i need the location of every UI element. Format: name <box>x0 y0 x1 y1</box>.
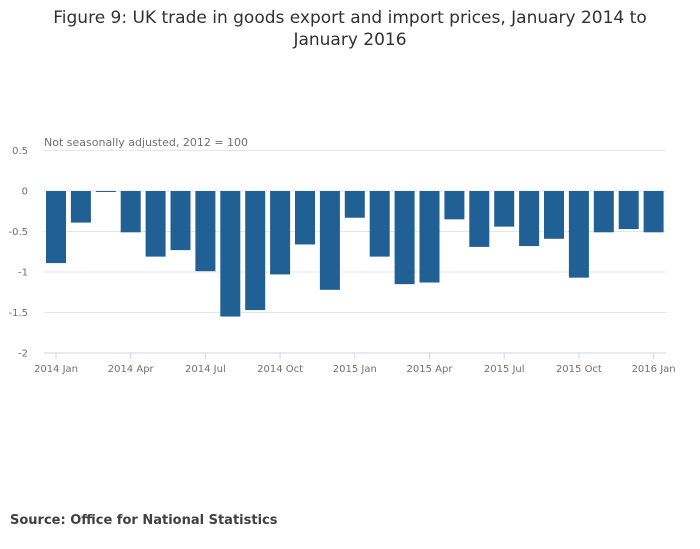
y-tick-label: -1 <box>18 268 28 279</box>
bar <box>70 191 91 223</box>
bar <box>469 191 490 247</box>
bar <box>295 191 315 245</box>
y-tick-label: -1.5 <box>8 308 28 319</box>
bar <box>120 191 141 233</box>
chart-title-line-1: Figure 9: UK trade in goods export and i… <box>53 8 647 28</box>
x-tick-label: 2015 Jan <box>333 364 377 375</box>
bar <box>544 191 564 239</box>
bar <box>419 191 440 283</box>
bar <box>319 191 340 290</box>
bar <box>369 191 390 257</box>
x-tick-label: 2014 Oct <box>257 364 303 375</box>
y-tick-label: -0.5 <box>8 227 28 238</box>
bar <box>394 191 415 285</box>
source-note: Source: Office for National Statistics <box>10 513 278 528</box>
bar <box>568 191 589 278</box>
chart-title: Figure 9: UK trade in goods export and i… <box>0 7 700 51</box>
bar <box>643 191 664 233</box>
x-tick-label: 2014 Jul <box>185 364 226 375</box>
x-tick-label: 2016 Jan <box>632 364 676 375</box>
y-tick-label: 0.5 <box>12 146 28 157</box>
bar <box>170 191 191 251</box>
chart-subtitle: Not seasonally adjusted, 2012 = 100 <box>44 136 249 149</box>
bar <box>195 191 216 272</box>
bar <box>618 191 639 230</box>
y-tick-label: -2 <box>18 349 28 360</box>
x-tick-label: 2015 Oct <box>556 364 602 375</box>
bar <box>220 191 241 317</box>
bar <box>344 191 365 218</box>
bar <box>46 191 66 264</box>
chart-title-line-2: January 2016 <box>293 30 407 50</box>
bar <box>494 191 515 227</box>
bar <box>593 191 614 233</box>
y-tick-label: 0 <box>22 187 28 198</box>
bar <box>145 191 166 257</box>
x-tick-label: 2015 Jul <box>484 364 525 375</box>
x-tick-label: 2014 Apr <box>108 364 155 375</box>
bar <box>444 191 465 220</box>
bar <box>95 191 116 192</box>
bar <box>245 191 266 311</box>
x-tick-label: 2014 Jan <box>34 364 78 375</box>
bar <box>519 191 540 247</box>
x-tick-label: 2015 Apr <box>407 364 454 375</box>
bar <box>270 191 291 275</box>
